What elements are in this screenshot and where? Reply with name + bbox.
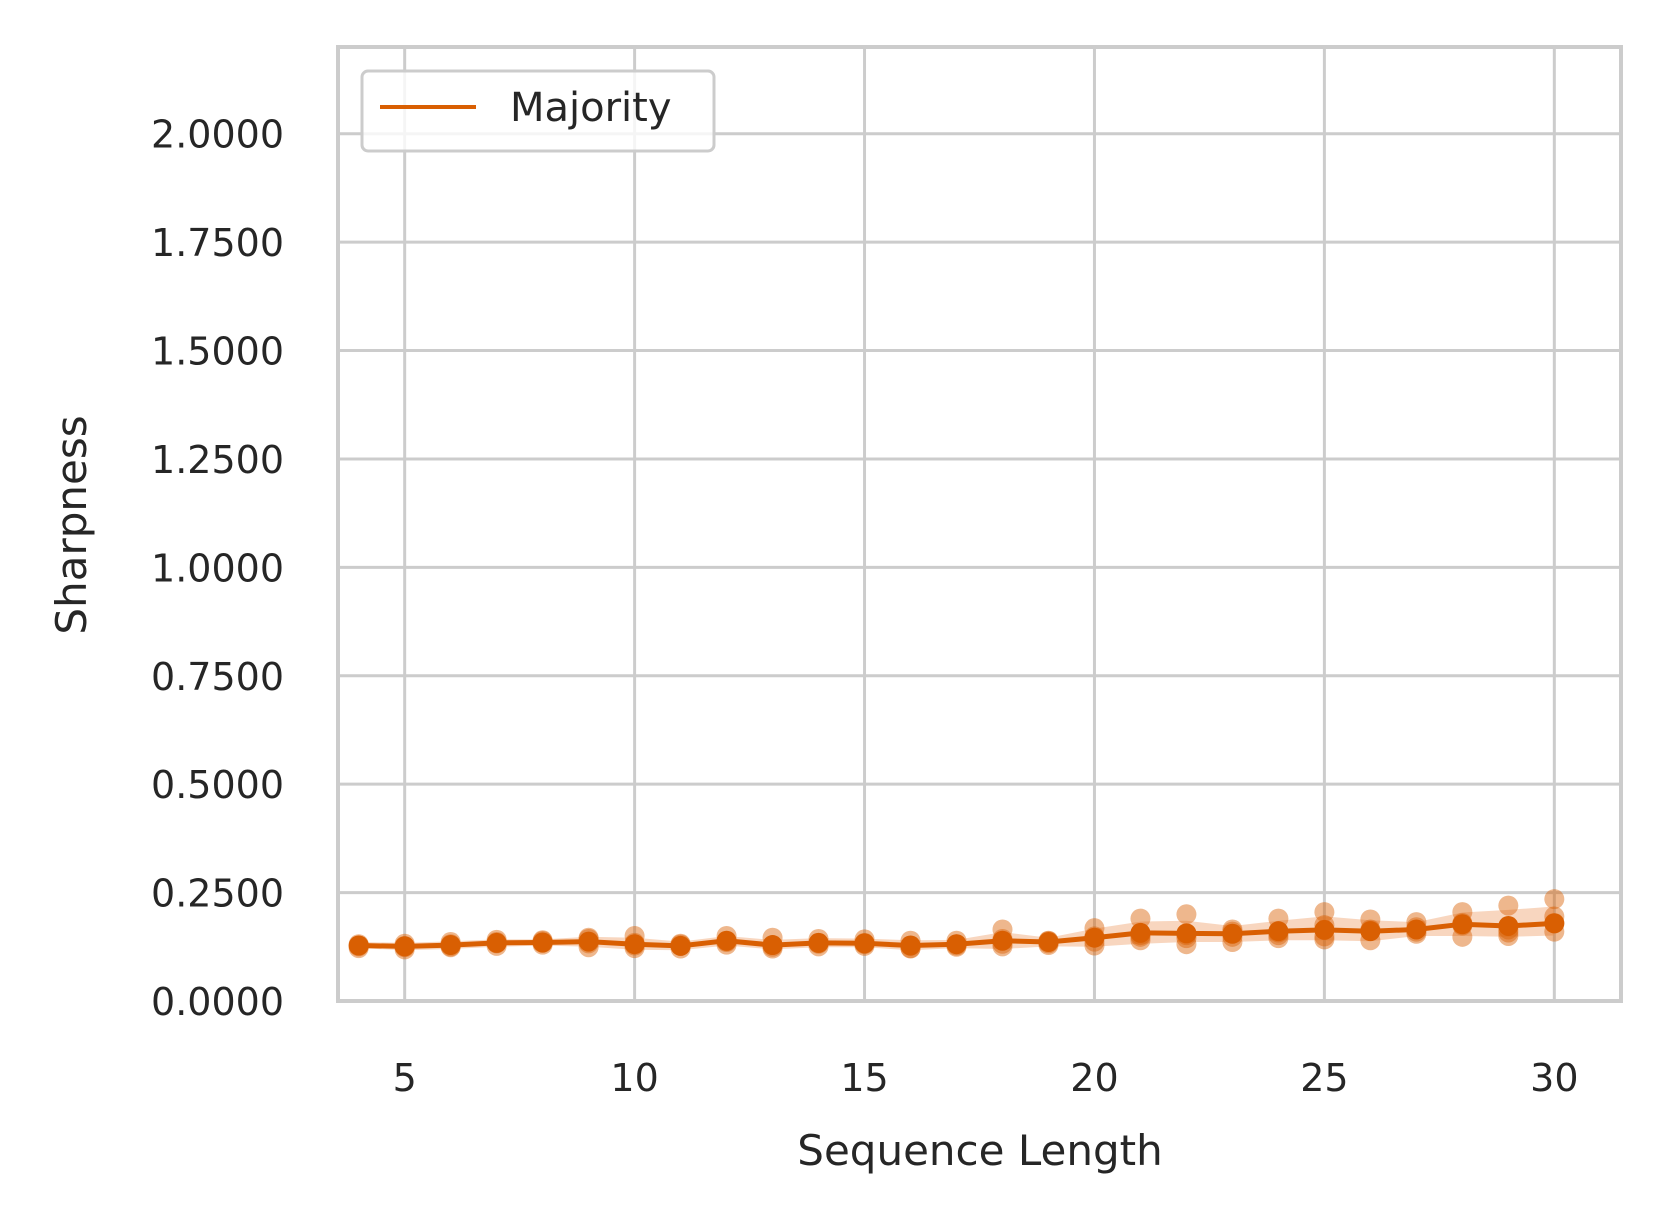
mean-point	[1544, 913, 1565, 934]
mean-point	[1314, 919, 1335, 940]
y-tick-label: 1.2500	[151, 438, 284, 482]
mean-point	[1084, 927, 1105, 948]
run-point	[1314, 902, 1335, 923]
x-tick-label: 15	[840, 1056, 888, 1100]
mean-point	[900, 935, 921, 956]
y-tick-label: 0.5000	[151, 763, 284, 807]
x-axis-title: Sequence Length	[797, 1126, 1162, 1175]
run-point	[1130, 908, 1151, 929]
y-tick-label: 1.5000	[151, 330, 284, 374]
mean-point	[394, 936, 415, 957]
y-tick-label: 2.0000	[151, 113, 284, 157]
y-tick-label: 1.7500	[151, 221, 284, 265]
y-axis-title: Sharpness	[47, 415, 96, 634]
y-tick-label: 0.0000	[151, 980, 284, 1024]
mean-point	[532, 932, 553, 953]
mean-point	[1176, 923, 1197, 944]
mean-point	[1452, 914, 1473, 935]
mean-point	[624, 934, 645, 955]
mean-point	[946, 934, 967, 955]
mean-point	[1222, 923, 1243, 944]
ci-band-majority	[358, 906, 1555, 951]
mean-point	[670, 935, 691, 956]
mean-point	[578, 931, 599, 952]
mean-point	[1406, 919, 1427, 940]
mean-point	[348, 935, 369, 956]
x-tick-label: 5	[393, 1056, 417, 1100]
mean-point	[1130, 922, 1151, 943]
mean-point	[854, 933, 875, 954]
grid-lines	[338, 47, 1621, 1003]
mean-point	[992, 930, 1013, 951]
run-point	[1498, 895, 1519, 916]
mean-point	[1038, 932, 1059, 953]
mean-point	[808, 932, 829, 953]
y-tick-label: 0.7500	[151, 655, 284, 699]
x-tick-label: 30	[1530, 1056, 1578, 1100]
x-tick-label: 25	[1300, 1056, 1348, 1100]
x-tick-label: 20	[1070, 1056, 1118, 1100]
y-tick-labels: 0.0000 0.2500 0.5000 0.7500 1.0000 1.2500 1.50…	[151, 113, 284, 1024]
y-tick-label: 1.0000	[151, 546, 284, 590]
legend: Majority	[360, 69, 716, 153]
mean-point	[1498, 915, 1519, 936]
mean-point	[486, 932, 507, 953]
run-point	[1176, 904, 1197, 925]
x-tick-label: 10	[610, 1056, 658, 1100]
legend-box	[360, 69, 716, 153]
mean-point	[716, 930, 737, 951]
legend-label-majority: Majority	[510, 85, 672, 131]
mean-point	[1268, 921, 1289, 942]
mean-point	[762, 935, 783, 956]
run-point	[1544, 889, 1565, 910]
mean-point	[1360, 921, 1381, 942]
mean-markers	[348, 913, 1565, 957]
confidence-band	[358, 906, 1555, 951]
mean-point	[440, 935, 461, 956]
x-tick-labels: 5 10 15 20 25 30	[393, 1056, 1579, 1100]
y-tick-label: 0.2500	[151, 872, 284, 916]
plot-frame	[336, 45, 1623, 1003]
